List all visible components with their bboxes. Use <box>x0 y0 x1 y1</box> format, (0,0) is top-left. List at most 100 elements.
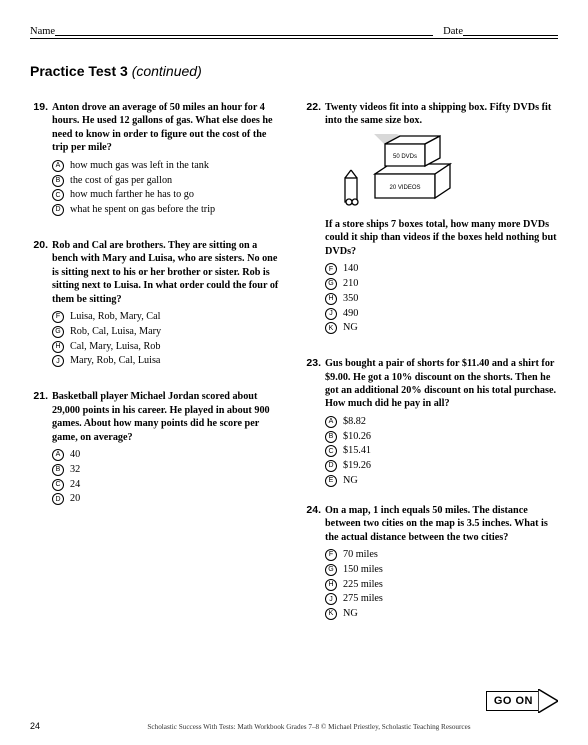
question-21: 21. Basketball player Michael Jordan sco… <box>30 390 285 506</box>
q21-choices: A 40 B32 C24 D 20 <box>30 448 285 506</box>
choice-text: how much gas was left in the tank <box>70 159 285 173</box>
box-bottom-label: 20 VIDEOS <box>389 185 420 191</box>
q24-choice-f[interactable]: F70 miles <box>325 548 558 562</box>
q22-choice-f[interactable]: F 140 <box>325 262 558 276</box>
bubble-icon: F <box>325 263 337 275</box>
name-label: Name <box>30 26 55 37</box>
q21-choice-c[interactable]: C24 <box>52 478 285 492</box>
footer-attribution: Scholastic Success With Tests: Math Work… <box>60 723 558 731</box>
choice-text: 150 miles <box>343 563 558 577</box>
q22-number: 22. <box>303 101 325 113</box>
bubble-icon: G <box>325 278 337 290</box>
choice-text: how much farther he has to go <box>70 188 285 202</box>
bubble-icon: J <box>325 593 337 605</box>
q19-choice-d[interactable]: Dwhat he spent on gas before the trip <box>52 203 285 217</box>
bubble-icon: B <box>52 464 64 476</box>
choice-text: 275 miles <box>343 592 558 606</box>
q21-text: Basketball player Michael Jordan scored … <box>52 390 285 444</box>
go-on-label: GO ON <box>486 691 538 711</box>
bubble-icon: C <box>325 445 337 457</box>
q20-choice-j[interactable]: J Mary, Rob, Cal, Luisa <box>52 354 285 368</box>
question-22: 22. Twenty videos fit into a shipping bo… <box>303 101 558 335</box>
q20-choice-g[interactable]: GRob, Cal, Luisa, Mary <box>52 325 285 339</box>
bubble-icon: K <box>325 322 337 334</box>
bubble-icon: A <box>52 449 64 461</box>
q21-choice-d[interactable]: D 20 <box>52 492 285 506</box>
box-top-label: 50 DVDs <box>393 154 417 160</box>
bubble-icon: C <box>52 189 64 201</box>
q20-text: Rob and Cal are brothers. They are sitti… <box>52 239 285 306</box>
q22-text: Twenty videos fit into a shipping box. F… <box>325 101 558 128</box>
bubble-icon: H <box>325 293 337 305</box>
q20-choice-h[interactable]: H Cal, Mary, Luisa, Rob <box>52 340 285 354</box>
q21-choice-a[interactable]: A 40 <box>52 448 285 462</box>
bubble-icon: D <box>325 460 337 472</box>
q19-choice-b[interactable]: Bthe cost of gas per gallon <box>52 174 285 188</box>
q19-choice-c[interactable]: Chow much farther he has to go <box>52 188 285 202</box>
choice-text: 210 <box>343 277 558 291</box>
q19-choices: Ahow much gas was left in the tank Bthe … <box>30 159 285 217</box>
q23-choice-c[interactable]: C $15.41 <box>325 444 558 458</box>
bubble-icon: K <box>325 608 337 620</box>
q22-choice-h[interactable]: H 350 <box>325 292 558 306</box>
q23-number: 23. <box>303 357 325 369</box>
q24-choices: F70 miles G 150 miles H 225 miles J 275 mil… <box>303 548 558 621</box>
bubble-icon: G <box>325 564 337 576</box>
bubble-icon: A <box>52 160 64 172</box>
bubble-icon: E <box>325 475 337 487</box>
choice-text: 140 <box>343 262 558 276</box>
q23-choice-d[interactable]: D $19.26 <box>325 459 558 473</box>
q23-choice-e[interactable]: ENG <box>325 474 558 488</box>
bubble-icon: J <box>52 355 64 367</box>
bubble-icon: F <box>325 549 337 561</box>
question-20: 20. Rob and Cal are brothers. They are s… <box>30 239 285 368</box>
choice-text: $15.41 <box>343 444 558 458</box>
header-row: Name Date <box>30 24 558 39</box>
left-column: 19. Anton drove an average of 50 miles a… <box>30 101 285 629</box>
q20-choice-f[interactable]: FLuisa, Rob, Mary, Cal <box>52 310 285 324</box>
q23-text: Gus bought a pair of shorts for $11.40 a… <box>325 357 558 411</box>
q22-choice-j[interactable]: J 490 <box>325 307 558 321</box>
title-continued: (continued) <box>132 63 202 79</box>
choice-text: $8.82 <box>343 415 558 429</box>
bubble-icon: G <box>52 326 64 338</box>
choice-text: Cal, Mary, Luisa, Rob <box>70 340 285 354</box>
choice-text: 350 <box>343 292 558 306</box>
bubble-icon: D <box>52 204 64 216</box>
bubble-icon: H <box>325 579 337 591</box>
choice-text: 490 <box>343 307 558 321</box>
q24-text: On a map, 1 inch equals 50 miles. The di… <box>325 504 558 544</box>
choice-text: 40 <box>70 448 285 462</box>
q24-choice-k[interactable]: K NG <box>325 607 558 621</box>
q24-choice-j[interactable]: J 275 miles <box>325 592 558 606</box>
bubble-icon: B <box>52 175 64 187</box>
choice-text: 20 <box>70 492 285 506</box>
q23-choice-b[interactable]: B$10.26 <box>325 430 558 444</box>
name-blank-line[interactable] <box>55 26 433 36</box>
q22-followup: If a store ships 7 boxes total, how many… <box>325 218 558 258</box>
q22-choice-g[interactable]: G 210 <box>325 277 558 291</box>
q21-choice-b[interactable]: B32 <box>52 463 285 477</box>
q19-text: Anton drove an average of 50 miles an ho… <box>52 101 285 155</box>
choice-text: Mary, Rob, Cal, Luisa <box>70 354 285 368</box>
bubble-icon: J <box>325 308 337 320</box>
q23-choices: A$8.82 B$10.26 C $15.41 D $19.26 ENG <box>303 415 558 488</box>
q23-choice-a[interactable]: A$8.82 <box>325 415 558 429</box>
bubble-icon: C <box>52 479 64 491</box>
content-columns: 19. Anton drove an average of 50 miles a… <box>30 101 558 629</box>
choice-text: 225 miles <box>343 578 558 592</box>
choice-text: $19.26 <box>343 459 558 473</box>
title-main: Practice Test 3 <box>30 63 128 79</box>
q24-choice-g[interactable]: G 150 miles <box>325 563 558 577</box>
bubble-icon: H <box>52 341 64 353</box>
q22-choice-k[interactable]: KNG <box>325 321 558 335</box>
choice-text: NG <box>343 607 558 621</box>
question-19: 19. Anton drove an average of 50 miles a… <box>30 101 285 217</box>
q24-choice-h[interactable]: H 225 miles <box>325 578 558 592</box>
date-blank-line[interactable] <box>463 26 558 36</box>
choice-text: $10.26 <box>343 430 558 444</box>
q22-choices: F 140 G 210 H 350 J 490 KNG <box>303 262 558 335</box>
q19-choice-a[interactable]: Ahow much gas was left in the tank <box>52 159 285 173</box>
go-on-indicator: GO ON <box>486 689 558 713</box>
bubble-icon: D <box>52 493 64 505</box>
